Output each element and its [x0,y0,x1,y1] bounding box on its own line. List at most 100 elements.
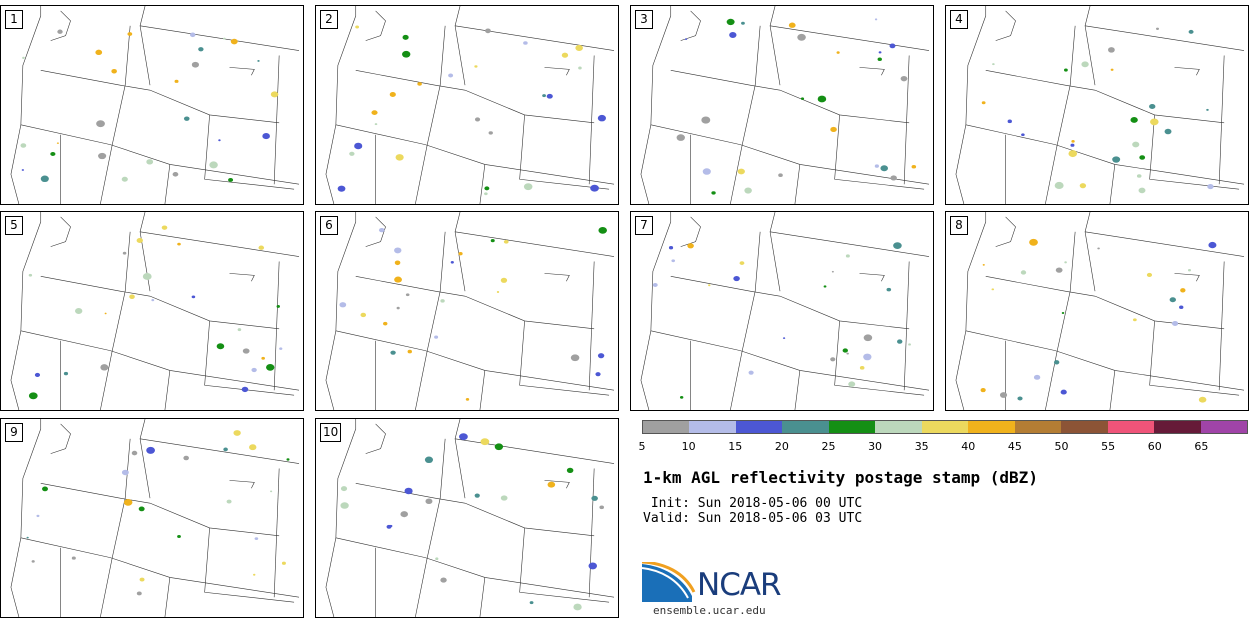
colorbar-segment [828,421,876,433]
state-border [455,25,615,51]
reflectivity-cell [523,183,533,191]
reflectivity-cell [286,458,290,461]
colorbar-segment [968,421,1015,433]
state-border [325,419,357,617]
reflectivity-cell [270,91,279,98]
reflectivity-cell [394,247,402,254]
reflectivity-cell [1064,261,1067,264]
basemap [325,419,615,617]
state-border [1174,67,1200,76]
reflectivity-cell [908,343,911,346]
state-border [229,480,255,489]
state-border [164,370,171,410]
reflectivity-cell [1172,320,1179,326]
reflectivity-cell [129,294,135,300]
state-border [965,330,1245,391]
reflectivity-cell [578,66,582,70]
reflectivity-cell [354,142,363,150]
reflectivity-cell [142,272,152,280]
state-border [10,419,42,617]
state-border [273,55,280,185]
colorbar-segment [735,421,783,433]
reflectivity-cell [378,227,385,233]
colorbar-tick-label: 5 [638,440,646,453]
reflectivity-cell [859,366,865,370]
figure-title: 1-km AGL reflectivity postage stamp (dBZ… [643,468,1038,487]
basemap [640,212,930,410]
state-border [415,25,446,204]
reflectivity-cell [1164,128,1172,135]
reflectivity-cell [702,168,711,175]
reflectivity-cell [1110,68,1114,71]
state-border [544,273,570,282]
member-panel-7: 7 [630,211,934,411]
reflectivity-cell [249,444,257,451]
reflectivity-cell [500,277,508,283]
state-border [1094,295,1225,330]
state-border [273,468,280,598]
state-border [229,273,255,282]
reflectivity-cell [50,152,56,156]
reflectivity-cell [846,352,849,355]
reflectivity-cell [496,291,500,293]
reflectivity-cell [407,349,412,354]
reflectivity-cell [465,398,470,401]
reflectivity-cell [28,273,33,277]
reflectivity-cell [1132,141,1140,148]
member-label: 3 [635,10,653,29]
reflectivity-cell [503,239,509,244]
reflectivity-cell [177,242,181,246]
reflectivity-cell [75,308,83,314]
reflectivity-cell [1064,68,1068,72]
state-border [10,212,42,410]
member-label: 9 [5,423,23,442]
member-label: 8 [950,216,968,235]
reflectivity-cell [788,22,796,28]
state-border [479,577,486,617]
reflectivity-cell [676,134,685,141]
reflectivity-cell [1198,396,1207,403]
reflectivity-cell [161,225,168,230]
state-border [149,502,280,537]
reflectivity-cell [31,560,35,563]
reflectivity-cell [434,335,439,339]
state-border [588,468,595,598]
reflectivity-cell [1020,270,1027,275]
state-border [454,419,466,499]
member-panel-1: 1 [0,5,304,205]
reflectivity-cell [56,142,59,144]
reflectivity-cell [258,245,265,250]
colorbar-tick-label: 15 [728,440,743,453]
reflectivity-cell [172,172,179,177]
reflectivity-cell [450,261,454,264]
reflectivity-cell [253,573,256,576]
state-border [1174,273,1200,282]
reflectivity-cell [127,32,133,36]
basemap [10,212,300,410]
state-border [20,330,300,391]
state-border [680,216,701,247]
state-border [1084,6,1096,86]
reflectivity-cell [1150,118,1159,126]
reflectivity-cell [880,165,888,172]
reflectivity-cell [1055,267,1063,273]
reflectivity-cell [598,227,607,234]
colorbar-tick-label: 55 [1101,440,1116,453]
reflectivity-cell [485,28,491,34]
state-border [680,10,701,41]
reflectivity-cell [484,192,488,196]
state-border [139,419,151,499]
state-border [164,164,171,204]
member-panel-2: 2 [315,5,619,205]
state-border [464,502,595,537]
reflectivity-cell [405,293,410,297]
reflectivity-cell [223,37,226,40]
reflectivity-cell [174,79,179,83]
reflectivity-cell [183,455,189,461]
state-border [995,10,1016,41]
reflectivity-cell [1112,156,1121,163]
reflectivity-cell [575,44,583,52]
reflectivity-cell [349,151,355,156]
colorbar-segment [782,421,829,433]
reflectivity-cell [355,25,360,29]
